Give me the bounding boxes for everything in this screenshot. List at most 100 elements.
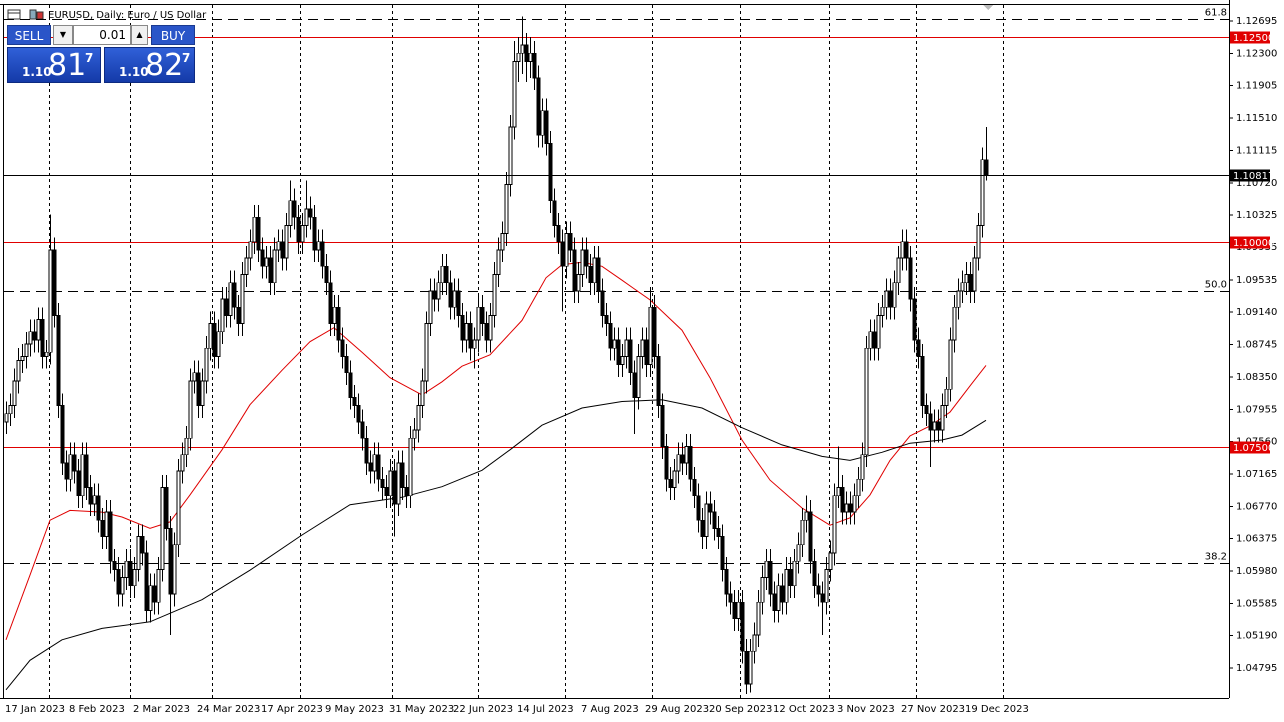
buy-button[interactable]: BUY [151,25,195,45]
candle-body [972,257,977,292]
candle-body [356,405,361,423]
bid-price[interactable]: 1.10 81 7 [7,47,101,83]
candle-body [400,462,405,488]
y-tick-label: 1.05980 [1236,566,1277,577]
candle-body [784,568,789,603]
candle-body [180,454,185,472]
candle-body [572,249,577,292]
candle-body [172,544,177,595]
candle-body [260,249,265,267]
y-tick-label: 1.09535 [1236,275,1277,286]
candle-body [504,183,509,234]
candle-body [460,315,465,341]
candle-body [164,487,169,529]
candle-body [488,315,493,341]
candle-body [776,585,781,611]
candle-body [744,650,749,685]
y-tick-label: 1.05190 [1236,631,1277,642]
volume-input[interactable]: 0.01 [73,25,131,45]
current-price-tag [1230,169,1270,182]
candle-body [228,282,233,316]
candle-body [92,495,97,505]
y-tick-label: 1.10325 [1236,210,1277,221]
candle-body [124,560,129,578]
candle-body [160,487,165,570]
y-tick-label: 1.07955 [1236,404,1277,415]
candle-body [588,265,593,284]
candle-body [288,200,293,226]
candle-body [816,585,821,595]
candle-body [800,519,805,546]
candle-body [856,478,861,497]
candle-body [832,495,837,554]
x-tick-label: 19 Dec 2023 [965,704,1029,715]
candle-body [676,454,681,472]
candle-body [312,216,317,251]
candle-body [828,552,833,570]
candle-body [8,405,13,415]
candle-body [900,241,905,259]
candle-body [256,216,261,251]
candle-body [660,405,665,447]
candle-body [44,351,49,357]
moving-average [5,399,987,691]
level-tag-label: 1.12500 [1233,33,1274,44]
candle-body [384,487,389,497]
volume-down[interactable]: ▼ [53,25,73,45]
candle-body [468,323,473,349]
candle-body [408,437,413,497]
candle-body [48,249,53,353]
candle-body [308,208,313,218]
volume-up[interactable]: ▲ [131,25,148,45]
candle-body [336,306,341,341]
candle-body [412,429,417,439]
candle-body [420,380,425,406]
x-tick-label: 24 Mar 2023 [197,704,260,715]
candle-body [156,568,161,603]
candle-body [108,511,113,562]
candle-body [840,487,845,513]
candle-body [116,568,121,595]
candle-body [300,224,305,243]
candle-body [192,372,197,382]
candle-body [88,487,93,505]
candle-body [548,143,553,202]
candle-body [240,274,245,325]
candle-body [168,528,173,595]
candle-body [608,323,613,349]
candle-body [876,315,881,349]
ask-price[interactable]: 1.10 82 7 [104,47,195,83]
candle-body [716,528,721,538]
candle-body [148,585,153,611]
candle-body [40,319,45,357]
candle-body [580,249,585,275]
candle-body [36,319,41,341]
candle-body [664,446,669,480]
candle-body [896,257,901,284]
candle-body [544,110,549,144]
candle-body [284,224,289,259]
level-tag-label: 1.10000 [1233,238,1274,249]
candle-body [592,257,597,284]
candle-body [352,396,357,406]
candle-body [796,544,801,562]
x-tick-label: 17 Jan 2023 [5,704,65,715]
x-tick-label: 2 Mar 2023 [133,704,190,715]
candle-body [860,454,865,480]
candle-body [208,323,213,349]
candle-body [960,282,965,292]
candle-body [740,601,745,652]
candle-body [600,290,605,316]
candle-body [844,503,849,513]
candle-body [808,511,813,562]
candle-body [188,380,193,439]
candle-body [936,421,941,431]
candle-body [732,601,737,619]
candle-body [264,257,269,267]
sell-button[interactable]: SELL [7,25,51,45]
candle-body [68,454,73,480]
candle-body [292,200,297,218]
candle-body [28,331,33,345]
candle-body [144,552,149,611]
candle-body [968,274,973,292]
